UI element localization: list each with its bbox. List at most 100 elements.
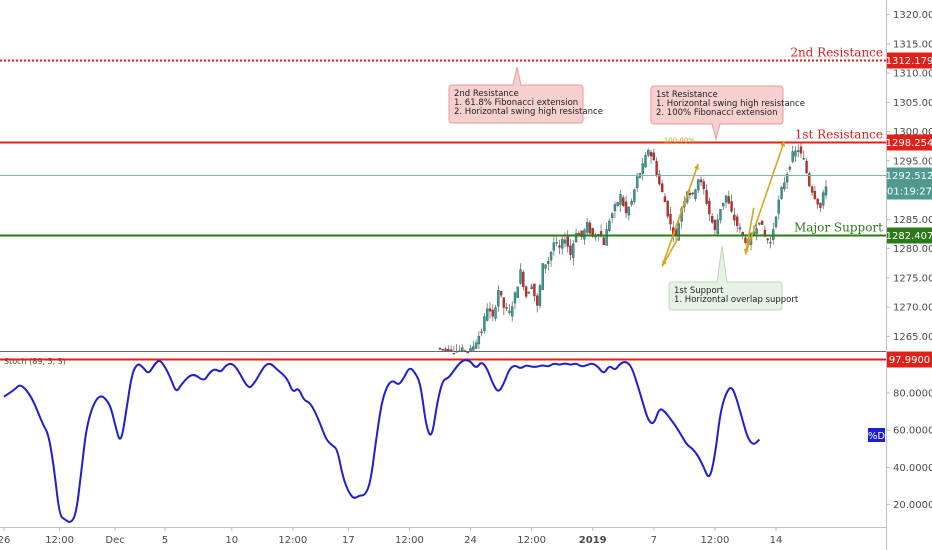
candle-body xyxy=(735,216,739,227)
candle-body xyxy=(777,199,780,214)
candle-body xyxy=(769,242,772,244)
candle-body xyxy=(605,229,608,246)
fib-level-label: 100.00% xyxy=(664,137,695,145)
level-price-badge xyxy=(887,52,932,69)
candle-body xyxy=(449,349,453,352)
stoch-tick-label: 80.0000 xyxy=(893,388,932,399)
current-price-value: 1292.512 xyxy=(886,171,932,182)
candle-body xyxy=(813,191,817,199)
annotation-line: 2nd Resistance xyxy=(454,89,519,99)
candle-body xyxy=(502,297,506,308)
candle-body xyxy=(613,204,617,212)
candle-body xyxy=(785,174,789,183)
candle-body xyxy=(522,271,525,288)
candle-body xyxy=(541,263,544,290)
candle-body xyxy=(760,220,764,225)
candle-body xyxy=(722,202,725,207)
fib-arrow-head xyxy=(780,140,786,147)
stochastic-level-line: 97.9900 xyxy=(0,351,932,368)
candle-body xyxy=(666,200,669,217)
price-tick-label: 1315.000 xyxy=(893,39,932,50)
candle-body xyxy=(469,348,472,352)
candle-body xyxy=(694,189,697,200)
candle-body xyxy=(766,238,769,241)
candle-body xyxy=(780,187,783,199)
candle-body xyxy=(447,348,450,352)
candle-body xyxy=(788,167,792,170)
time-axis[interactable]: 26 12:00 Dec 5 10 12:00 17 12:00 24 12:00 2019 7 12:… xyxy=(0,527,782,546)
stoch-level-value: 97.9900 xyxy=(889,355,930,366)
price-pane[interactable]: 1265.000 1270.000 1275.000 1280.000 1285.000… xyxy=(0,10,932,355)
candle-body xyxy=(566,235,569,247)
candle-body xyxy=(738,227,742,230)
candle-body xyxy=(516,286,519,298)
time-tick-label: 26 xyxy=(0,535,10,546)
candle-body xyxy=(510,306,514,317)
level-price-badge xyxy=(887,134,932,151)
candle-body xyxy=(474,342,478,349)
candle-body xyxy=(588,222,592,234)
candle-body xyxy=(755,228,758,234)
candle-body xyxy=(724,195,728,203)
fib-trend-line xyxy=(744,140,786,255)
stoch-tick-label: 60.0000 xyxy=(893,426,932,437)
candle-body xyxy=(552,242,556,251)
price-tick-label: 1270.000 xyxy=(893,303,932,314)
candle-body xyxy=(802,158,805,160)
time-tick-label: 14 xyxy=(770,535,783,546)
fib-trend-line xyxy=(661,236,680,267)
candle-body xyxy=(477,336,481,345)
candle-body xyxy=(486,308,489,321)
price-tick-label: 1280.000 xyxy=(893,244,932,255)
candle-body xyxy=(822,192,825,206)
candle-body xyxy=(458,350,461,352)
fib-trend-line xyxy=(661,163,700,267)
candle-body xyxy=(524,286,528,297)
candle-body xyxy=(585,222,589,233)
candle-body xyxy=(533,283,536,297)
annotation-line: 1. Horizontal swing high resistance xyxy=(656,99,805,109)
candle-body xyxy=(677,223,681,241)
level-price-value: 1312.179 xyxy=(886,56,932,67)
candle-body xyxy=(819,202,822,208)
candle-body xyxy=(824,186,828,196)
time-tick-label: 12:00 xyxy=(395,535,424,546)
candle-body xyxy=(527,291,531,294)
candle-body xyxy=(499,291,503,296)
candle-body xyxy=(627,206,631,216)
time-tick-label: 10 xyxy=(225,535,238,546)
candle-body xyxy=(602,237,606,245)
annotation-line: 2. Horizontal swing high resistance xyxy=(454,107,603,117)
candle-body xyxy=(610,213,614,218)
time-tick-label: 12:00 xyxy=(517,535,546,546)
candle-body xyxy=(633,189,636,202)
candle-body xyxy=(719,208,722,221)
candle-body xyxy=(669,213,672,225)
candle-body xyxy=(505,307,508,309)
stochastic-pane[interactable]: Stoch (89, 5, 3) 20.0000 40.0000 60.0000 80… xyxy=(0,351,932,523)
candle-body xyxy=(441,349,444,351)
annotation-line: 1st Support xyxy=(674,286,724,296)
candle-body xyxy=(730,201,733,212)
candle-body xyxy=(558,245,561,248)
stochastic-axis[interactable]: 20.0000 40.0000 60.0000 80.0000 xyxy=(886,388,932,511)
candle-body xyxy=(619,194,622,205)
bar-countdown: 01:19:27 xyxy=(887,187,932,198)
indicator-label[interactable]: Stoch (89, 5, 3) xyxy=(4,357,66,366)
candle-body xyxy=(641,163,644,174)
candle-body xyxy=(810,186,814,193)
candle-body xyxy=(455,351,458,353)
time-tick-label: 12:00 xyxy=(701,535,730,546)
candle-body xyxy=(716,219,719,235)
current-price-badge xyxy=(887,167,932,200)
candle-body xyxy=(699,179,703,183)
candle-body xyxy=(663,196,667,203)
time-tick-label: 5 xyxy=(162,535,168,546)
time-tick-label: 12:00 xyxy=(45,535,74,546)
stoch-tick-label: 40.0000 xyxy=(893,463,932,474)
